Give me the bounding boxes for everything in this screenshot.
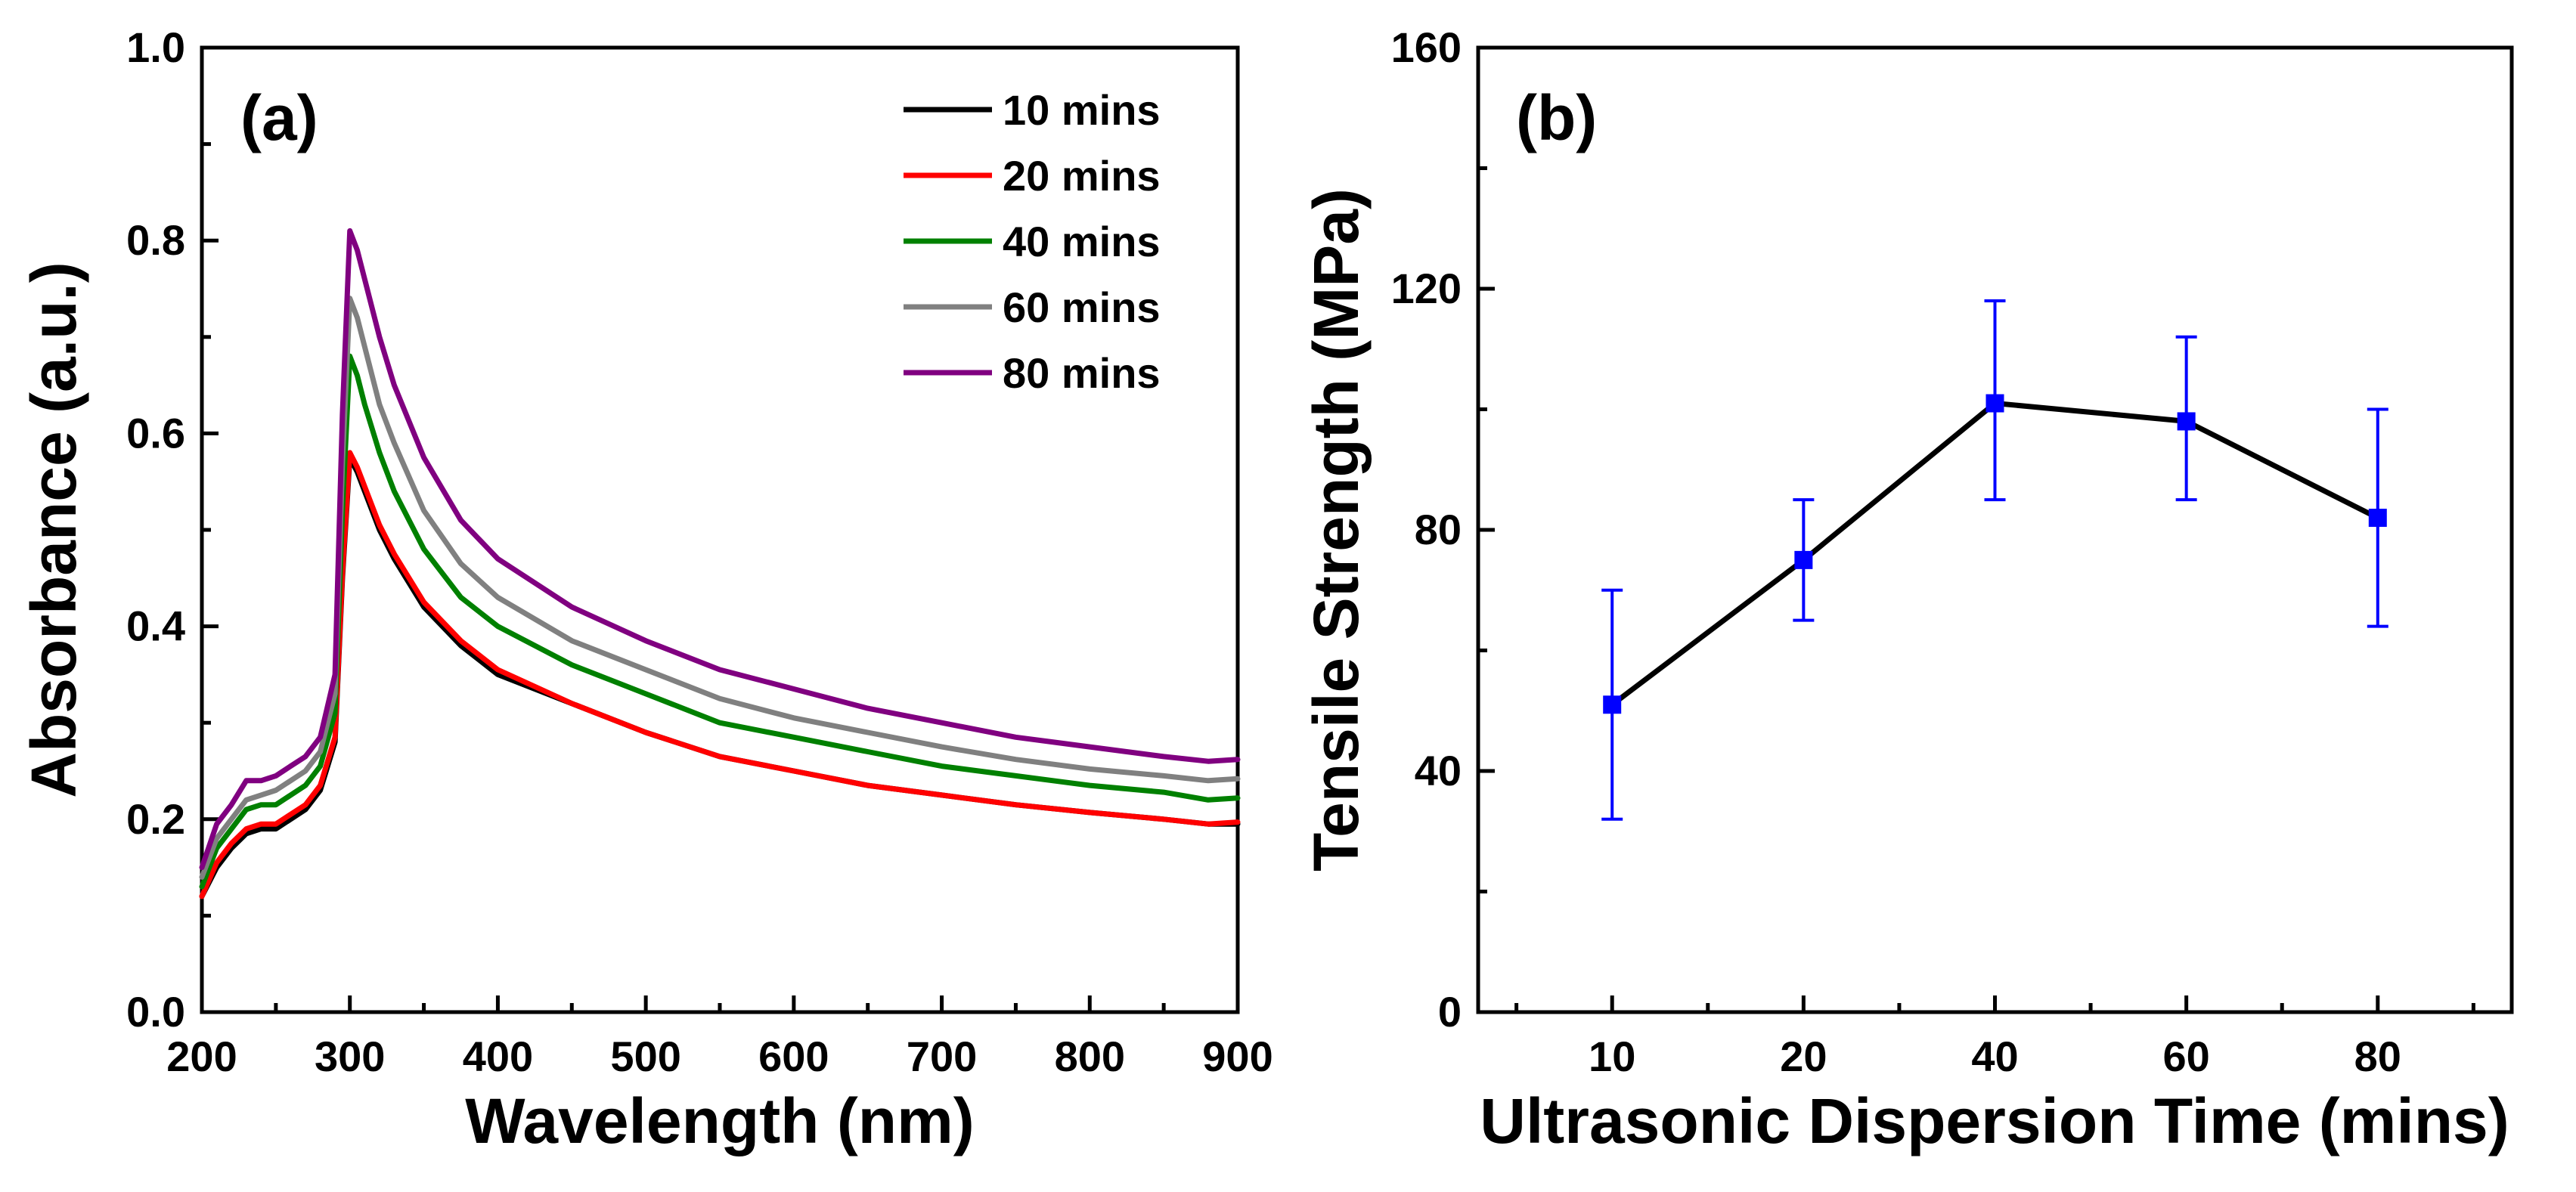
series-line-60-mins — [199, 296, 1241, 880]
series-line-20-mins — [199, 450, 1241, 899]
y-tick-label: 0.8 — [126, 216, 185, 264]
data-point — [1794, 550, 1813, 569]
y-tick-label: 0 — [1438, 988, 1462, 1036]
y-tick-label: 80 — [1415, 506, 1462, 553]
y-tick-label: 160 — [1391, 23, 1462, 71]
x-axis-title: Ultrasonic Dispersion Time (mins) — [1480, 1085, 2509, 1156]
x-tick-label: 900 — [1202, 1033, 1273, 1080]
panel-label: (b) — [1516, 82, 1597, 153]
y-tick-label: 0.0 — [126, 988, 185, 1036]
legend-label: 60 mins — [1003, 283, 1161, 331]
x-tick-label: 500 — [610, 1033, 680, 1080]
x-tick-label: 40 — [1971, 1033, 2018, 1080]
plot-frame — [1476, 45, 2514, 1014]
series-line-40-mins — [199, 353, 1241, 890]
series-line-10-mins — [199, 454, 1241, 899]
x-tick-label: 80 — [2354, 1033, 2401, 1080]
y-tick-label: 40 — [1415, 747, 1462, 794]
y-tick-label: 1.0 — [126, 23, 185, 71]
y-tick-label: 0.6 — [126, 409, 185, 457]
legend-label: 10 mins — [1003, 86, 1161, 134]
x-tick-label: 600 — [758, 1033, 829, 1080]
x-axis-title: Wavelength (nm) — [465, 1085, 975, 1156]
y-tick-label: 0.2 — [126, 795, 185, 843]
panel-label: (a) — [240, 82, 318, 153]
y-axis-title: Absorbance (a.u.) — [18, 262, 89, 797]
x-tick-label: 300 — [315, 1033, 385, 1080]
data-point — [2368, 509, 2387, 528]
y-axis-title: Tensile Strength (MPa) — [1300, 188, 1372, 872]
x-tick-label: 800 — [1055, 1033, 1125, 1080]
absorbance-chart: 0.0 0.2 0.4 0.6 0.8 1.0 200 300 400 500 600 700 800… — [18, 23, 1273, 1156]
data-point — [2177, 412, 2196, 431]
data-point — [1603, 695, 1622, 714]
x-tick-label: 20 — [1780, 1033, 1827, 1080]
data-point — [1985, 394, 2004, 413]
x-tick-label: 10 — [1589, 1033, 1635, 1080]
x-tick-label: 200 — [166, 1033, 237, 1080]
x-tick-label: 700 — [907, 1033, 977, 1080]
legend: 10 mins 20 mins 40 mins 60 mins 80 mins — [904, 86, 1161, 397]
x-tick-label: 60 — [2162, 1033, 2209, 1080]
y-tick-label: 120 — [1391, 265, 1462, 312]
series-line-80-mins — [199, 228, 1241, 871]
y-tick-label: 0.4 — [126, 602, 185, 650]
tensile-strength-chart: 0 40 80 120 160 10 20 40 60 80 (b) Ultrasonic Di… — [1300, 23, 2514, 1156]
x-tick-label: 400 — [463, 1033, 533, 1080]
legend-label: 80 mins — [1003, 349, 1161, 397]
legend-label: 40 mins — [1003, 218, 1161, 265]
legend-label: 20 mins — [1003, 152, 1161, 200]
